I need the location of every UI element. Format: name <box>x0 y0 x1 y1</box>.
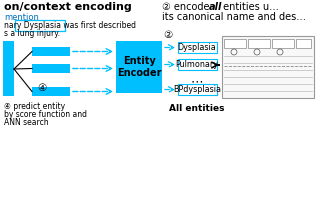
Text: all: all <box>209 2 222 12</box>
Bar <box>296 39 311 48</box>
Text: ④: ④ <box>37 83 47 93</box>
Text: ④ predict entity: ④ predict entity <box>4 102 65 111</box>
Text: ② encode: ② encode <box>162 2 212 12</box>
Text: by score function and: by score function and <box>4 110 87 119</box>
Bar <box>32 47 70 56</box>
Text: s a lung injury.: s a lung injury. <box>4 29 60 38</box>
Bar <box>248 39 270 48</box>
Bar <box>272 39 294 48</box>
Bar <box>224 39 246 48</box>
FancyBboxPatch shape <box>178 42 217 52</box>
Text: on/context encoding: on/context encoding <box>4 2 132 12</box>
Text: nary Dysplasia was first described: nary Dysplasia was first described <box>4 21 136 30</box>
Text: Pulmonary: Pulmonary <box>175 59 219 68</box>
Bar <box>3 41 14 96</box>
Text: BPdysplasia: BPdysplasia <box>173 85 221 94</box>
Text: Dysplasia: Dysplasia <box>178 43 216 52</box>
FancyBboxPatch shape <box>222 36 314 98</box>
Text: All entities: All entities <box>169 104 225 113</box>
Bar <box>32 64 70 73</box>
Bar <box>32 87 70 96</box>
Text: entities u…: entities u… <box>220 2 279 12</box>
FancyBboxPatch shape <box>178 83 217 95</box>
Bar <box>116 41 162 93</box>
Text: mention: mention <box>4 13 39 22</box>
Text: its canonical name and des…: its canonical name and des… <box>162 12 306 22</box>
Text: ANN search: ANN search <box>4 118 49 127</box>
FancyBboxPatch shape <box>178 58 217 70</box>
Text: ②: ② <box>164 30 172 40</box>
Text: ⋯: ⋯ <box>191 76 203 89</box>
Text: Entity
Encoder: Entity Encoder <box>117 56 161 78</box>
